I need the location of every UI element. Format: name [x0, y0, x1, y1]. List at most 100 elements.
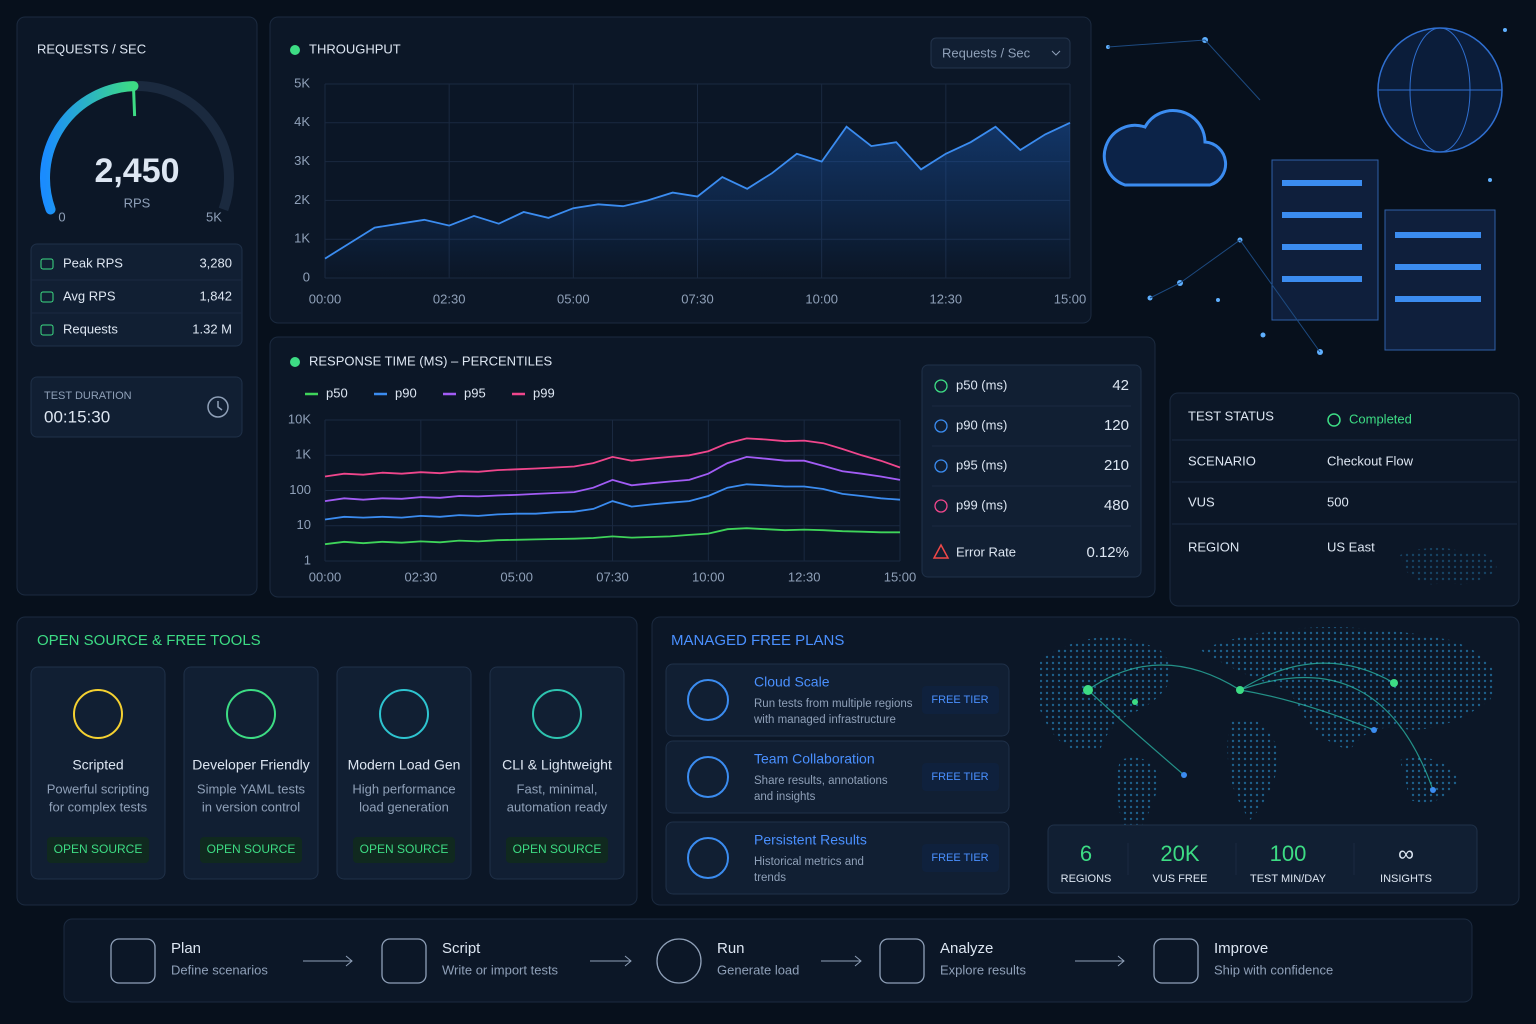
status-label: REGION [1188, 539, 1239, 554]
tool-card[interactable] [336, 666, 472, 880]
tool-desc: Simple YAML tests [197, 781, 306, 796]
plan-title: Persistent Results [754, 832, 867, 848]
illustration [1102, 27, 1507, 355]
y-tick-label: 5K [294, 75, 310, 90]
stat-icon [40, 258, 54, 270]
gauge-arc [40, 81, 139, 215]
badge-label: FREE TIER [931, 694, 988, 706]
row-value: 120 [1104, 417, 1129, 434]
tool-icon [73, 689, 123, 739]
area [325, 122, 1070, 278]
status-label: TEST STATUS [1188, 408, 1274, 423]
tool-cards: Scripted Powerful scripting for complex te… [30, 666, 625, 880]
check-icon [1327, 413, 1341, 427]
workflow: Plan Define scenarios Script Write or impor… [110, 938, 1333, 984]
tool-title: Modern Load Gen [348, 757, 461, 773]
status-value: 500 [1327, 494, 1349, 509]
row-label: p90 (ms) [956, 417, 1007, 432]
section-title: OPEN SOURCE & FREE TOOLS [37, 632, 261, 649]
badge [200, 837, 302, 863]
badge-label: OPEN SOURCE [207, 842, 296, 856]
chart-title: THROUGHPUT [309, 41, 401, 56]
stat-value: 3,280 [199, 255, 232, 270]
tool-icon [379, 689, 429, 739]
duration-value: 00:15:30 [44, 407, 110, 426]
row-value: 480 [1104, 497, 1129, 514]
plan-desc: with managed infrastructure [753, 714, 896, 726]
step-icon [656, 938, 702, 984]
selector[interactable] [930, 37, 1071, 69]
tool-card[interactable] [183, 666, 319, 880]
plan-icon [687, 837, 729, 879]
tool-card[interactable] [489, 666, 625, 880]
badge [353, 837, 455, 863]
step-title: Run [717, 940, 745, 957]
step-desc: Generate load [717, 962, 799, 977]
line [324, 437, 901, 478]
plan-desc: Share results, annotations [754, 775, 888, 787]
x-tick-label: 07:30 [596, 569, 629, 584]
chevron [1051, 50, 1061, 56]
stat-icon [40, 291, 54, 303]
clock-icon [207, 396, 229, 418]
tool-card[interactable] [30, 666, 166, 880]
tool-desc: for complex tests [49, 799, 148, 814]
line [324, 483, 901, 521]
badge-label: OPEN SOURCE [513, 842, 602, 856]
legend-label: p50 [326, 385, 348, 400]
gauge [40, 81, 234, 215]
y-tick-label: 10K [288, 411, 311, 426]
gauge-min: 0 [58, 209, 65, 224]
stat-label: INSIGHTS [1380, 873, 1432, 885]
tool-title: Scripted [72, 757, 123, 773]
row-value: 42 [1112, 377, 1129, 394]
row-label: p99 (ms) [956, 497, 1007, 512]
plan-card[interactable] [665, 663, 1010, 737]
x-tick-label: 05:00 [557, 291, 590, 306]
row-icon [934, 499, 948, 513]
selector-label[interactable]: Requests / Sec [942, 45, 1031, 60]
status-value: Checkout Flow [1327, 453, 1414, 468]
status-dot [290, 45, 300, 55]
status-dot [290, 357, 300, 367]
stat-label: Requests [63, 321, 118, 336]
x-tick-label: 15:00 [884, 569, 917, 584]
x-tick-label: 00:00 [309, 569, 342, 584]
tool-icon [226, 689, 276, 739]
plan-card[interactable] [665, 821, 1010, 895]
y-tick-label: 4K [294, 114, 310, 129]
row-icon [934, 379, 948, 393]
stats-bar [1047, 824, 1478, 894]
open-source-panel [16, 616, 638, 906]
stat-value: 6 [1080, 841, 1092, 866]
y-tick-label: 100 [289, 482, 311, 497]
chart-title: RESPONSE TIME (MS) – PERCENTILES [309, 353, 553, 368]
response-chart: 1 10 100 1K 10K 00:00 02:30 05:00 07:30 10:00 12:3… [288, 385, 916, 584]
row-label: p50 (ms) [956, 377, 1007, 392]
stat-icon [40, 324, 54, 336]
section-title: MANAGED FREE PLANS [671, 632, 844, 649]
world-map [1040, 547, 1497, 840]
plan-card[interactable] [665, 740, 1010, 814]
arrow [821, 955, 862, 967]
tool-icon [532, 689, 582, 739]
plan-desc: trends [754, 872, 786, 884]
step-desc: Write or import tests [442, 962, 559, 977]
step-icon [1153, 938, 1199, 984]
gauge-title: REQUESTS / SEC [37, 41, 146, 56]
status-value: Completed [1349, 411, 1412, 426]
gauge-unit: RPS [124, 195, 151, 210]
legend-label: p95 [464, 385, 486, 400]
badge [47, 837, 149, 863]
clock-hand [217, 401, 223, 411]
y-tick-label: 2K [294, 192, 310, 207]
gauge-needle [131, 86, 137, 117]
status-label: VUS [1188, 494, 1215, 509]
percentile-list: p50 (ms) 42 p90 (ms) 120 p95 (ms) 210 p99 (ms)… [932, 377, 1131, 527]
error-value: 0.12% [1086, 544, 1129, 561]
x-tick-label: 02:30 [405, 569, 438, 584]
stat-value: ∞ [1398, 841, 1414, 866]
x-tick-label: 10:00 [805, 291, 838, 306]
badge-label: FREE TIER [931, 771, 988, 783]
